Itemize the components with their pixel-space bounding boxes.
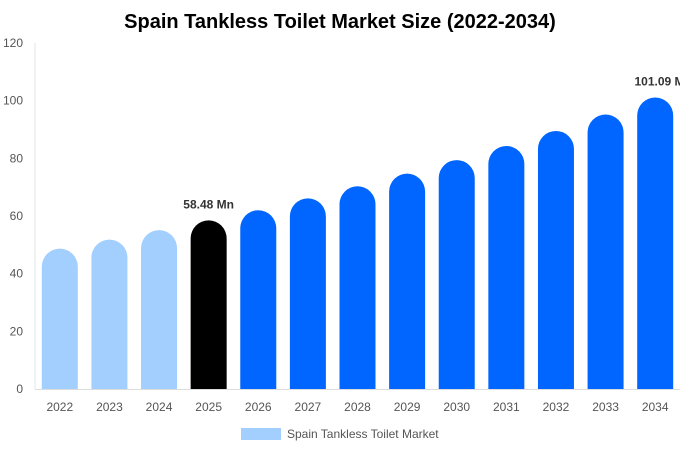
bar-2027[interactable] [289,198,326,389]
x-tick-label: 2028 [344,400,371,414]
x-tick-label: 2022 [46,400,73,414]
chart-title: Spain Tankless Toilet Market Size (2022-… [124,11,556,33]
data-labels: 58.48 Mn 101.09 Mn [183,75,680,212]
legend-swatch [241,428,281,440]
bar-2032[interactable] [537,130,574,390]
y-tick-label: 40 [10,267,24,281]
y-tick-label: 20 [10,324,24,338]
bar-2025[interactable] [190,220,227,389]
data-label: 58.48 Mn [183,197,234,211]
data-label: 101.09 Mn [635,75,680,89]
bar-2026[interactable] [240,210,277,389]
y-tick-label: 0 [16,382,23,396]
y-tick-label: 100 [3,94,23,108]
x-tick-label: 2024 [146,400,173,414]
bars [41,97,674,390]
y-tick-label: 120 [3,36,23,50]
bar-2034[interactable] [637,97,674,389]
y-tick-label: 80 [10,151,24,165]
x-axis: 2022 2023 2024 2025 2026 2027 2028 2029 2030 2031… [46,400,668,414]
y-tick-label: 60 [10,209,24,223]
x-tick-label: 2023 [96,400,123,414]
x-tick-label: 2034 [642,400,669,414]
bar-2033[interactable] [587,114,624,390]
bar-2029[interactable] [389,173,426,389]
x-tick-label: 2033 [592,400,619,414]
legend-label: Spain Tankless Toilet Market [287,427,439,441]
x-tick-label: 2031 [493,400,520,414]
bar-2031[interactable] [488,145,525,389]
bar-2022[interactable] [41,248,78,389]
x-tick-label: 2029 [394,400,421,414]
bar-2028[interactable] [339,186,376,389]
x-tick-label: 2026 [245,400,272,414]
legend[interactable]: Spain Tankless Toilet Market [241,427,439,441]
bar-2024[interactable] [141,230,178,389]
x-tick-label: 2032 [543,400,570,414]
x-tick-label: 2027 [295,400,322,414]
y-axis: 0 20 40 60 80 100 120 [3,36,23,396]
bar-2023[interactable] [91,239,128,389]
x-tick-label: 2030 [443,400,470,414]
x-tick-label: 2025 [195,400,222,414]
bar-2030[interactable] [438,160,475,389]
